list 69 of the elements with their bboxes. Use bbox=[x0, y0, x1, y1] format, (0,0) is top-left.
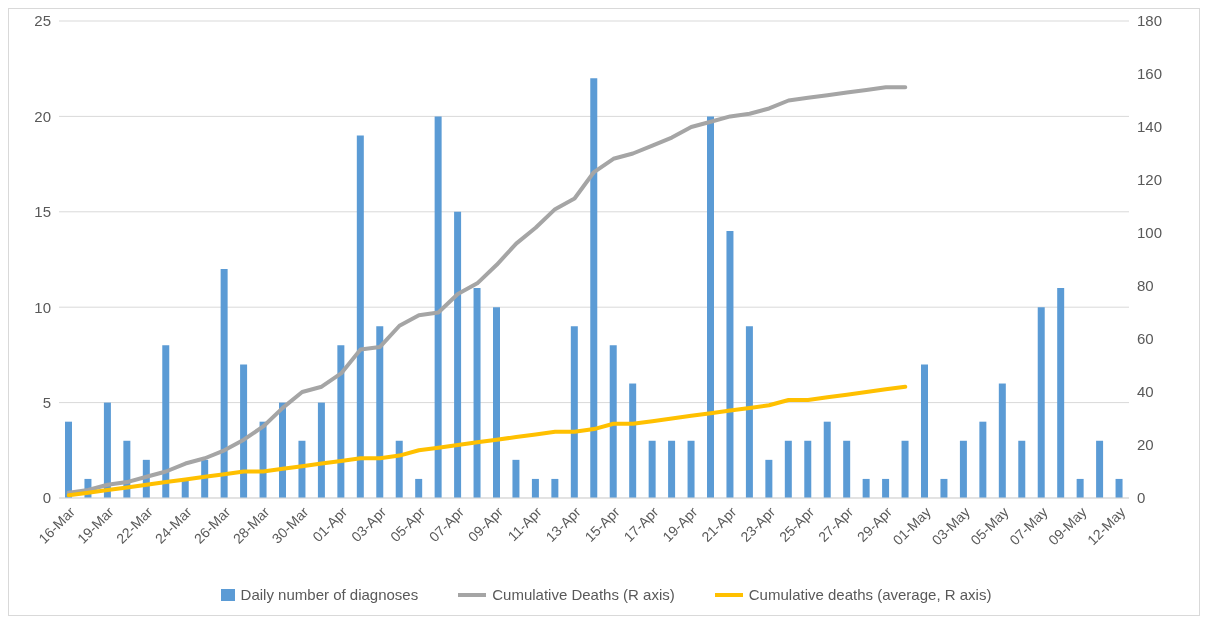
bar bbox=[648, 440, 656, 498]
bar bbox=[784, 440, 792, 498]
bar bbox=[1018, 440, 1026, 498]
bar bbox=[862, 478, 870, 498]
bar bbox=[1115, 478, 1123, 498]
bar bbox=[103, 402, 111, 498]
bar bbox=[1057, 288, 1065, 498]
y-tick-label: 0 bbox=[42, 489, 51, 507]
bar bbox=[1096, 440, 1104, 498]
bar bbox=[162, 345, 170, 498]
y-tick-label: 5 bbox=[42, 393, 51, 411]
y2-tick-label: 120 bbox=[1137, 171, 1163, 189]
y-tick-label: 15 bbox=[34, 203, 51, 221]
line-series bbox=[66, 384, 908, 498]
bar bbox=[940, 478, 948, 498]
bar bbox=[609, 345, 617, 498]
bar bbox=[531, 478, 539, 498]
bar bbox=[901, 440, 909, 498]
bar bbox=[317, 402, 325, 498]
bar bbox=[1076, 478, 1084, 498]
y2-tick-label: 140 bbox=[1137, 118, 1163, 136]
y2-tick-label: 180 bbox=[1137, 12, 1163, 30]
bar bbox=[843, 440, 851, 498]
bar bbox=[551, 478, 559, 498]
bar bbox=[395, 440, 403, 498]
y2-tick-label: 40 bbox=[1137, 383, 1154, 401]
bar bbox=[473, 288, 481, 498]
bar bbox=[415, 478, 423, 498]
bar bbox=[707, 116, 714, 498]
y-tick-label: 10 bbox=[34, 298, 51, 316]
bar bbox=[726, 230, 734, 498]
bar bbox=[298, 440, 306, 498]
bar bbox=[804, 440, 812, 498]
bar bbox=[882, 478, 890, 498]
bar bbox=[493, 307, 500, 498]
y2-tick-label: 160 bbox=[1137, 65, 1163, 83]
y2-tick-label: 0 bbox=[1137, 489, 1146, 507]
bar bbox=[687, 440, 695, 498]
bar bbox=[668, 440, 676, 498]
bar bbox=[337, 345, 345, 498]
y-tick-label: 25 bbox=[34, 12, 51, 30]
bar bbox=[823, 421, 831, 498]
bar bbox=[356, 135, 364, 498]
y2-tick-label: 80 bbox=[1137, 277, 1154, 295]
bar bbox=[590, 78, 598, 498]
bar bbox=[998, 383, 1006, 498]
line-series bbox=[66, 85, 908, 495]
y2-tick-label: 60 bbox=[1137, 330, 1154, 348]
y-tick-label: 20 bbox=[34, 107, 51, 125]
bar bbox=[979, 421, 987, 498]
legend-label: Cumulative Deaths (R axis) bbox=[492, 586, 675, 603]
bar bbox=[512, 459, 520, 498]
legend-label: Daily number of diagnoses bbox=[240, 586, 419, 603]
bar bbox=[454, 211, 462, 498]
legend-label: Cumulative deaths (average, R axis) bbox=[748, 586, 992, 603]
bar bbox=[1037, 307, 1045, 498]
bar bbox=[745, 326, 753, 498]
y2-tick-label: 100 bbox=[1137, 224, 1163, 242]
bar bbox=[240, 364, 248, 498]
bar bbox=[765, 459, 773, 498]
bar bbox=[65, 421, 72, 498]
y2-tick-label: 20 bbox=[1137, 436, 1154, 454]
bar bbox=[376, 326, 384, 498]
bar bbox=[570, 326, 578, 498]
bar bbox=[434, 116, 442, 498]
bar bbox=[629, 383, 637, 498]
bar bbox=[220, 269, 228, 498]
bar bbox=[959, 440, 967, 498]
bar bbox=[921, 364, 928, 498]
